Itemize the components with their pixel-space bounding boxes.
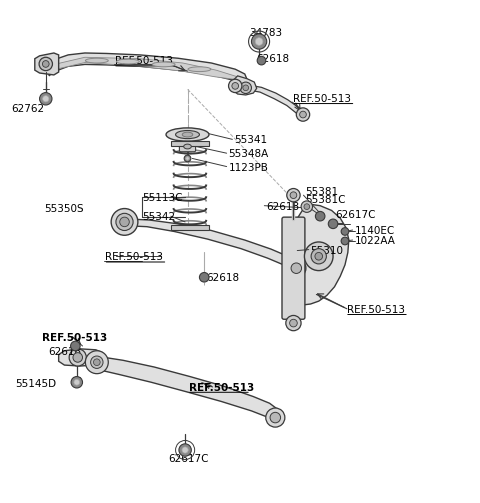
Circle shape xyxy=(228,79,242,93)
Circle shape xyxy=(182,447,188,453)
Polygon shape xyxy=(120,219,300,271)
Circle shape xyxy=(257,56,266,65)
Circle shape xyxy=(304,242,333,271)
Circle shape xyxy=(39,93,52,105)
Circle shape xyxy=(341,237,349,245)
Circle shape xyxy=(315,211,325,221)
Text: REF.50-513: REF.50-513 xyxy=(115,56,173,66)
Ellipse shape xyxy=(180,142,195,151)
Circle shape xyxy=(291,263,301,274)
Text: 62618: 62618 xyxy=(206,273,239,283)
Circle shape xyxy=(287,259,306,278)
Circle shape xyxy=(91,356,103,368)
Circle shape xyxy=(179,444,192,456)
Text: 34783: 34783 xyxy=(250,28,283,38)
Text: 1022AA: 1022AA xyxy=(355,236,396,246)
Ellipse shape xyxy=(152,62,175,67)
Circle shape xyxy=(186,157,189,160)
Text: 55342: 55342 xyxy=(143,212,176,222)
Circle shape xyxy=(287,189,300,202)
Circle shape xyxy=(199,273,209,282)
Ellipse shape xyxy=(176,130,199,139)
Circle shape xyxy=(311,248,326,264)
Circle shape xyxy=(301,201,312,212)
Circle shape xyxy=(42,60,49,67)
Ellipse shape xyxy=(184,144,192,149)
Circle shape xyxy=(184,155,191,162)
Polygon shape xyxy=(95,357,279,420)
Circle shape xyxy=(116,213,133,230)
Polygon shape xyxy=(59,349,104,366)
Circle shape xyxy=(71,341,80,351)
Circle shape xyxy=(341,228,349,235)
Text: 55113C: 55113C xyxy=(143,193,183,203)
Polygon shape xyxy=(49,53,247,85)
Circle shape xyxy=(243,85,249,91)
Text: 55381: 55381 xyxy=(305,187,338,197)
Circle shape xyxy=(69,349,86,366)
Text: REF.50-513: REF.50-513 xyxy=(189,382,254,392)
Text: 1140EC: 1140EC xyxy=(355,226,395,236)
Text: 55310: 55310 xyxy=(311,245,344,256)
Text: 62617C: 62617C xyxy=(168,454,209,464)
Circle shape xyxy=(296,108,310,121)
Text: 62617C: 62617C xyxy=(336,210,376,220)
Circle shape xyxy=(304,204,310,210)
Text: 55381C: 55381C xyxy=(305,196,346,205)
Polygon shape xyxy=(56,57,238,79)
Text: 55348A: 55348A xyxy=(228,149,269,159)
Text: 55341: 55341 xyxy=(234,135,267,145)
Polygon shape xyxy=(35,53,59,75)
Text: 62618: 62618 xyxy=(257,54,290,64)
Circle shape xyxy=(94,359,100,366)
Circle shape xyxy=(286,315,301,330)
Circle shape xyxy=(266,408,285,427)
Circle shape xyxy=(73,353,83,362)
Text: REF.50-513: REF.50-513 xyxy=(293,94,351,104)
Text: 55145D: 55145D xyxy=(15,379,56,389)
Circle shape xyxy=(252,34,267,49)
Ellipse shape xyxy=(182,132,193,137)
Polygon shape xyxy=(233,76,257,95)
Ellipse shape xyxy=(85,58,108,63)
Text: 62762: 62762 xyxy=(11,104,44,114)
Circle shape xyxy=(85,351,108,374)
Circle shape xyxy=(255,38,263,45)
Ellipse shape xyxy=(188,67,211,71)
Text: 55350S: 55350S xyxy=(44,204,84,214)
Text: REF.50-513: REF.50-513 xyxy=(106,252,163,262)
Circle shape xyxy=(120,217,129,227)
FancyBboxPatch shape xyxy=(171,141,209,146)
Ellipse shape xyxy=(116,59,139,64)
Text: 1123PB: 1123PB xyxy=(228,162,268,173)
Circle shape xyxy=(328,219,338,228)
Text: REF.50-513: REF.50-513 xyxy=(347,305,405,315)
Ellipse shape xyxy=(166,128,209,141)
FancyBboxPatch shape xyxy=(171,225,209,229)
Circle shape xyxy=(289,319,297,327)
Circle shape xyxy=(74,379,80,385)
Polygon shape xyxy=(230,83,306,118)
Text: REF.50-513: REF.50-513 xyxy=(42,333,108,344)
Circle shape xyxy=(232,82,239,89)
FancyBboxPatch shape xyxy=(180,141,196,152)
Circle shape xyxy=(71,377,83,388)
Text: 62618: 62618 xyxy=(48,347,81,357)
Text: 62618: 62618 xyxy=(267,202,300,212)
Circle shape xyxy=(39,57,52,70)
Circle shape xyxy=(290,192,297,199)
Circle shape xyxy=(43,96,49,102)
Circle shape xyxy=(315,253,323,260)
Circle shape xyxy=(240,82,252,94)
Polygon shape xyxy=(291,204,349,305)
Circle shape xyxy=(270,412,281,423)
Circle shape xyxy=(300,111,306,118)
Circle shape xyxy=(111,209,138,235)
FancyBboxPatch shape xyxy=(282,217,305,319)
